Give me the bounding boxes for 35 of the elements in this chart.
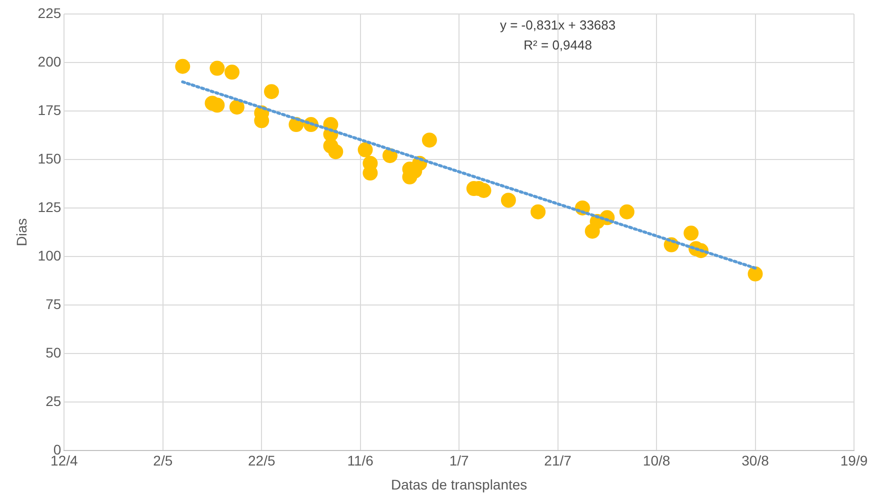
annotation: R² = 0,9448: [524, 38, 592, 53]
point: [224, 64, 240, 80]
y-tick-label: 125: [38, 198, 62, 215]
y-tick-label: 100: [38, 247, 62, 264]
point: [748, 266, 763, 282]
y-tick-label: 200: [38, 53, 62, 70]
x-axis-title: Datas de transplantes: [390, 476, 528, 492]
y-tick-label: 225: [38, 4, 62, 21]
point: [422, 132, 437, 148]
point: [619, 204, 634, 220]
x-tick-label: 30/8: [742, 452, 770, 469]
y-tick-label: 0: [53, 441, 62, 458]
point: [328, 144, 344, 160]
x-tick-label: 21/7: [544, 452, 572, 469]
x-tick-label: 1/7: [449, 452, 470, 469]
y-tick-label: 50: [46, 344, 62, 360]
point: [358, 142, 373, 158]
point: [264, 84, 279, 100]
x-tick-label: 19/9: [840, 452, 868, 469]
point: [229, 100, 244, 115]
x-tick-label: 22/5: [248, 452, 276, 469]
point: [530, 204, 546, 220]
y-tick-label: 150: [38, 150, 62, 166]
y-tick-label: 175: [38, 102, 62, 118]
point: [210, 60, 225, 76]
y-tick-label: 25: [46, 392, 62, 409]
point: [500, 192, 516, 208]
y-axis-title: Dias: [13, 218, 30, 246]
point: [175, 58, 190, 74]
x-tick-label: 10/8: [642, 452, 670, 469]
annotation: y = -0,831x + 33683: [500, 18, 616, 33]
x-tick-label: 2/5: [153, 452, 173, 469]
x-tick-label: 11/6: [347, 452, 374, 469]
point: [684, 226, 699, 241]
y-tick-label: 75: [46, 296, 62, 312]
